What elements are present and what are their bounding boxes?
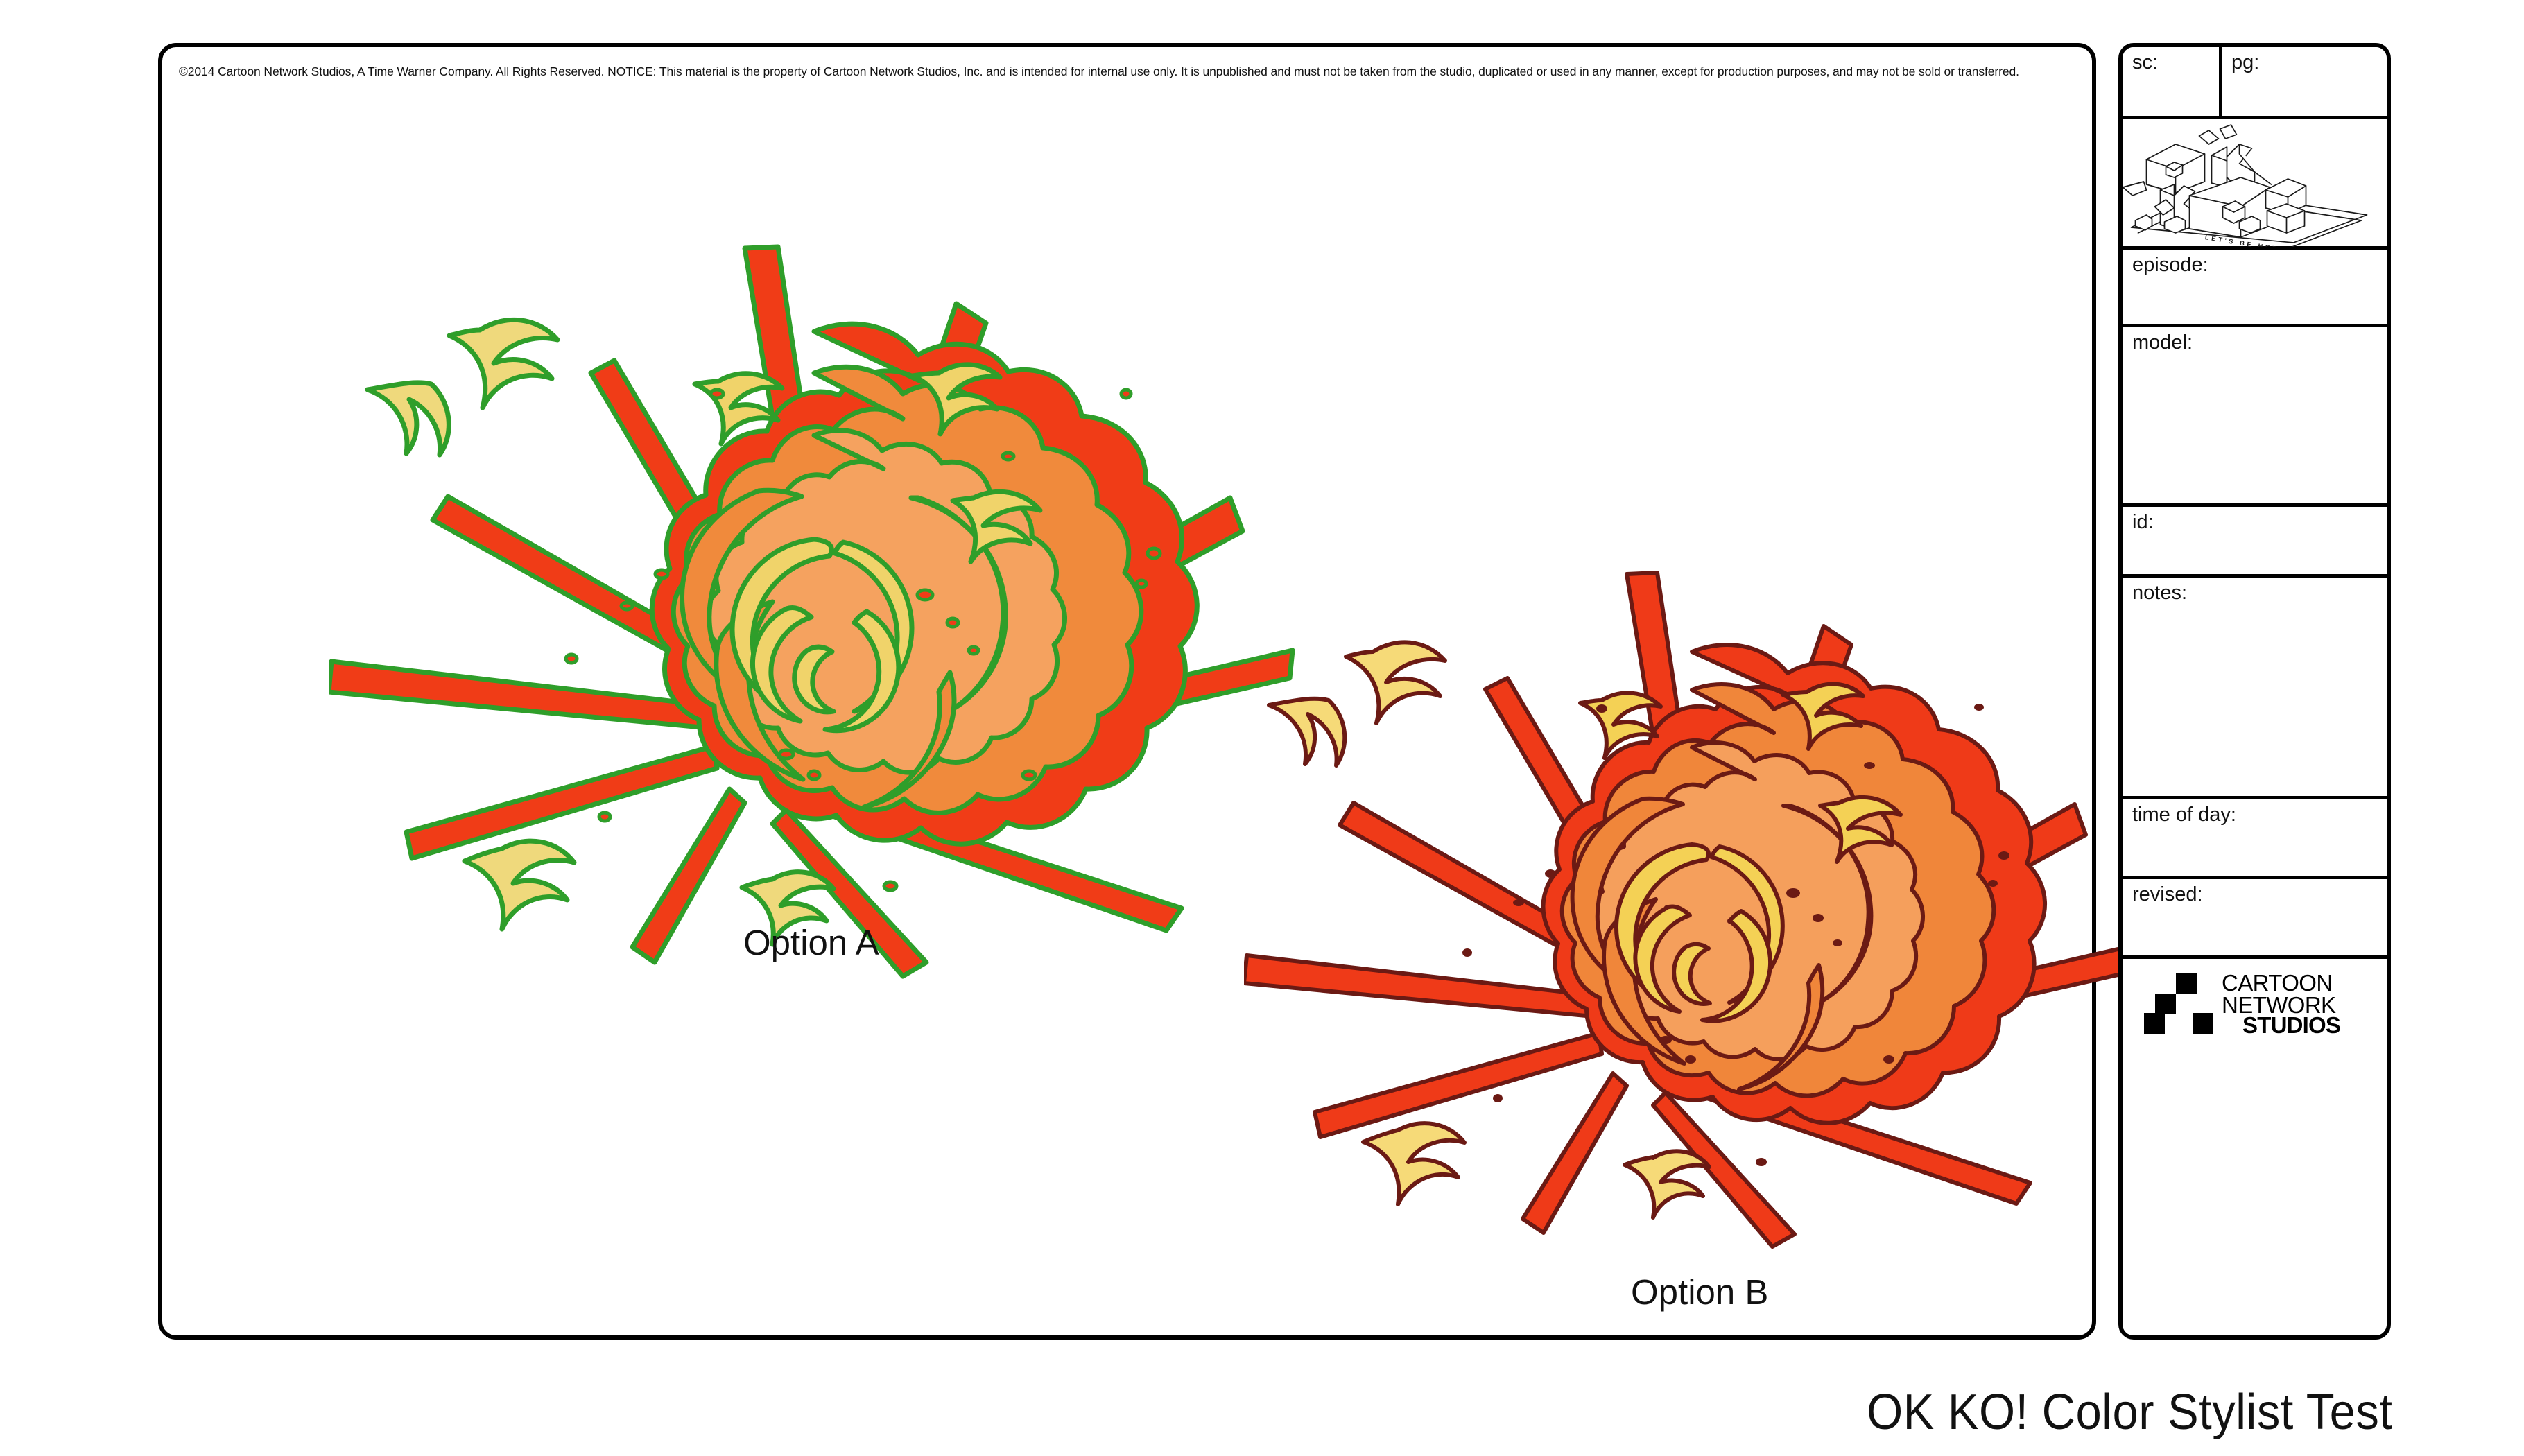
cn-logo-line1: CARTOON <box>2222 970 2333 996</box>
cn-logo-line3: STUDIOS <box>2242 1012 2340 1034</box>
field-sc[interactable]: sc: <box>2123 47 2222 116</box>
sidebar-row-show-logo: LET'S BE HEROES <box>2123 119 2387 250</box>
artboard-frame: ©2014 Cartoon Network Studios, A Time Wa… <box>158 43 2135 1340</box>
ok-ko-lets-be-heroes-logo-icon: LET'S BE HEROES <box>2123 123 2387 247</box>
cartoon-network-studios-logo-icon: CARTOON NETWORK STUDIOS <box>2143 967 2366 1034</box>
field-pg-label: pg: <box>2231 51 2260 73</box>
explosion-illustration-option-b <box>1244 498 2145 1260</box>
cn-logo-line2: NETWORK <box>2222 992 2336 1018</box>
option-b-label: Option B <box>1631 1272 1769 1312</box>
field-time-of-day-label: time of day: <box>2132 804 2236 826</box>
field-sc-label: sc: <box>2132 51 2159 73</box>
field-time-of-day[interactable]: time of day: <box>2123 799 2387 879</box>
field-episode[interactable]: episode: <box>2123 250 2387 327</box>
field-revised-label: revised: <box>2132 883 2203 905</box>
field-episode-label: episode: <box>2132 254 2208 276</box>
sidebar-row-studio-logo: CARTOON NETWORK STUDIOS <box>2123 959 2387 1335</box>
field-notes[interactable]: notes: <box>2123 578 2387 799</box>
field-notes-label: notes: <box>2132 582 2187 604</box>
copyright-notice: ©2014 Cartoon Network Studios, A Time Wa… <box>179 64 2019 78</box>
option-a-label: Option A <box>743 923 879 962</box>
field-model[interactable]: model: <box>2123 327 2387 507</box>
sidebar-row-sc-pg: sc: pg: <box>2123 47 2387 119</box>
page-title: OK KO! Color Stylist Test <box>1866 1385 2392 1440</box>
field-id-label: id: <box>2132 511 2154 533</box>
field-id[interactable]: id: <box>2123 507 2387 578</box>
explosion-illustration-option-a <box>329 165 1306 983</box>
field-pg[interactable]: pg: <box>2222 47 2387 116</box>
field-model-label: model: <box>2132 331 2193 354</box>
model-sheet-sidebar: sc: pg: <box>2118 43 2391 1340</box>
field-revised[interactable]: revised: <box>2123 879 2387 959</box>
